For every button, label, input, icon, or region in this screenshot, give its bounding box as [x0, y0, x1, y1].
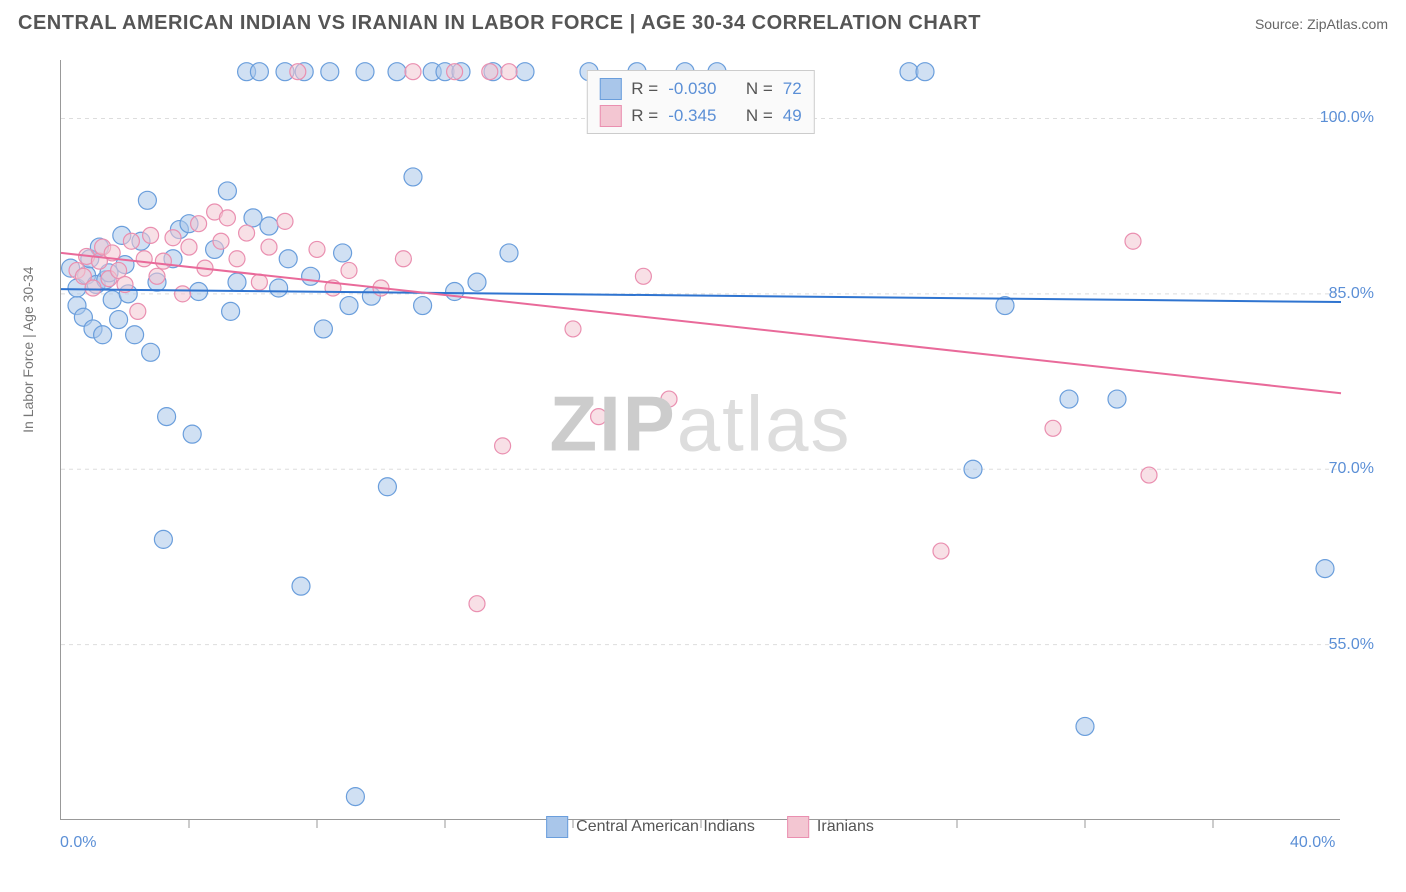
legend-item: Iranians: [787, 816, 874, 838]
chart-title: CENTRAL AMERICAN INDIAN VS IRANIAN IN LA…: [18, 12, 981, 35]
y-tick-label: 70.0%: [1329, 460, 1374, 478]
legend-swatch: [546, 816, 568, 838]
series-legend: Central American Indians Iranians: [546, 816, 874, 838]
y-tick-label: 100.0%: [1320, 109, 1374, 127]
correlation-legend: R = -0.030 N = 72 R = -0.345 N = 49: [586, 70, 814, 134]
legend-row: R = -0.030 N = 72: [599, 75, 801, 102]
x-tick-label: 0.0%: [60, 834, 96, 852]
y-axis-label: In Labor Force | Age 30-34: [20, 267, 36, 433]
legend-item: Central American Indians: [546, 816, 755, 838]
y-tick-label: 55.0%: [1329, 636, 1374, 654]
legend-swatch: [599, 105, 621, 127]
y-tick-label: 85.0%: [1329, 285, 1374, 303]
legend-swatch: [599, 78, 621, 100]
legend-swatch: [787, 816, 809, 838]
source-label: Source: ZipAtlas.com: [1255, 16, 1388, 32]
plot-svg: [61, 60, 1341, 820]
chart-container: In Labor Force | Age 30-34 ZIPatlas R = …: [40, 50, 1380, 840]
legend-row: R = -0.345 N = 49: [599, 102, 801, 129]
x-tick-label: 40.0%: [1290, 834, 1335, 852]
plot-area: ZIPatlas R = -0.030 N = 72 R = -0.345 N …: [60, 60, 1340, 820]
